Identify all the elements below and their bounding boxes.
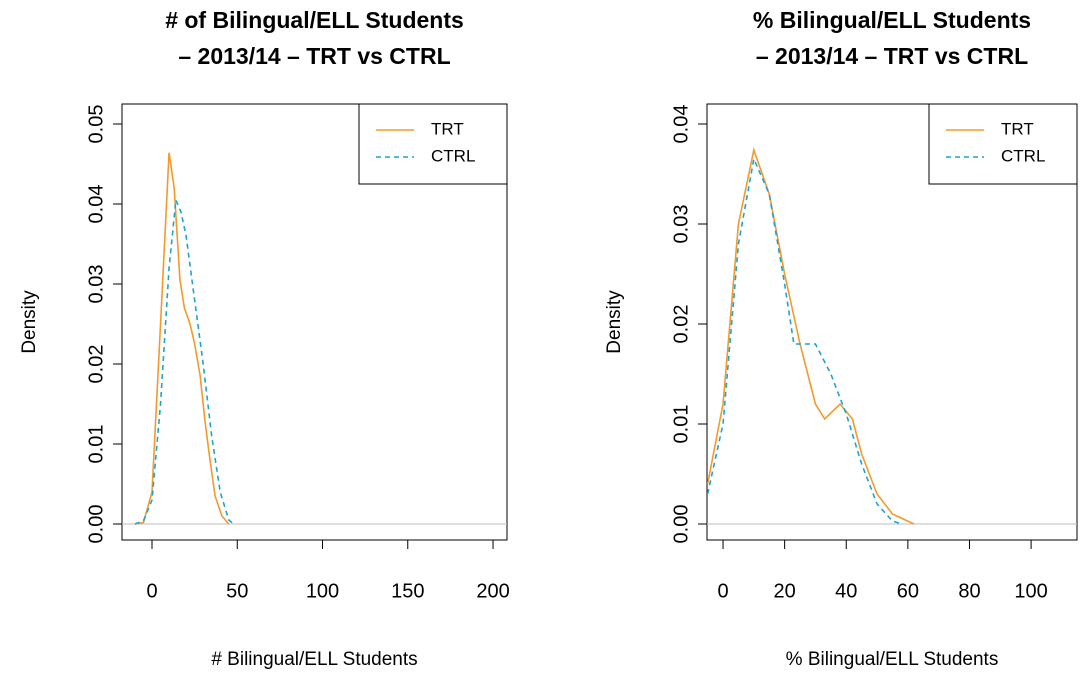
density-line xyxy=(706,147,915,525)
x-tick-label: 0 xyxy=(146,580,157,602)
y-tick-label: 0.02 xyxy=(85,345,107,384)
density-line xyxy=(134,199,235,525)
legend-label: TRT xyxy=(1001,119,1034,138)
x-tick-label: 80 xyxy=(958,580,980,602)
y-tick-label: 0.00 xyxy=(670,505,692,544)
y-tick-label: 0.00 xyxy=(85,505,107,544)
x-tick-label: 0 xyxy=(717,580,728,602)
chart-title: – 2013/14 – TRT vs CTRL xyxy=(178,43,450,69)
y-axis-label: Density xyxy=(19,290,40,354)
y-tick-label: 0.03 xyxy=(670,205,692,244)
plot-box xyxy=(121,103,508,541)
x-tick-label: 60 xyxy=(897,580,919,602)
y-tick-label: 0.04 xyxy=(670,105,692,144)
y-axis-label: Density xyxy=(604,290,625,354)
chart-title: % Bilingual/ELL Students xyxy=(753,7,1031,33)
y-tick-label: 0.04 xyxy=(85,185,107,224)
y-tick-label: 0.02 xyxy=(670,305,692,344)
density-line xyxy=(706,156,902,525)
legend-box xyxy=(358,103,508,185)
legend-label: TRT xyxy=(431,119,464,138)
x-tick-label: 100 xyxy=(1014,580,1047,602)
legend-box xyxy=(928,103,1078,185)
x-tick-label: 50 xyxy=(226,580,248,602)
x-tick-label: 20 xyxy=(774,580,796,602)
y-tick-label: 0.05 xyxy=(85,105,107,144)
x-tick-label: 200 xyxy=(476,580,509,602)
y-tick-label: 0.01 xyxy=(85,425,107,464)
density-line xyxy=(134,152,230,525)
chart-title: # of Bilingual/ELL Students xyxy=(165,7,464,33)
plot-box xyxy=(706,103,1078,541)
y-tick-label: 0.03 xyxy=(85,265,107,304)
x-tick-label: 100 xyxy=(306,580,339,602)
x-axis-label: % Bilingual/ELL Students xyxy=(786,649,999,670)
x-axis-label: # Bilingual/ELL Students xyxy=(211,649,417,670)
y-tick-label: 0.01 xyxy=(670,405,692,444)
legend-label: CTRL xyxy=(431,146,475,165)
x-tick-label: 150 xyxy=(391,580,424,602)
chart-title: – 2013/14 – TRT vs CTRL xyxy=(756,43,1028,69)
x-tick-label: 40 xyxy=(835,580,857,602)
legend-label: CTRL xyxy=(1001,146,1045,165)
